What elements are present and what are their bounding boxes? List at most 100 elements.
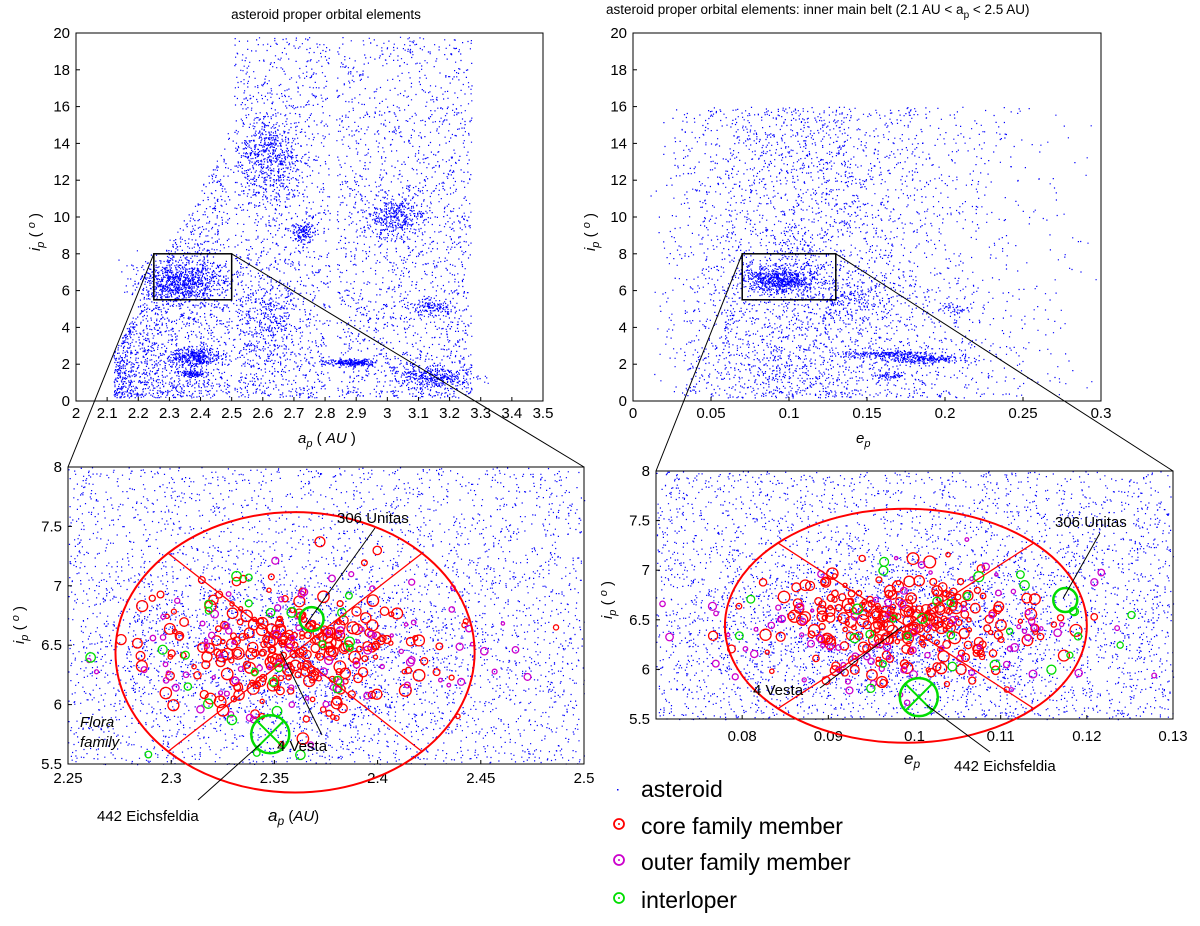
core-member-marker — [968, 676, 977, 685]
asteroid-points — [650, 106, 1097, 399]
x-tick-label: 2.1 — [97, 405, 118, 422]
core-member-marker — [872, 620, 883, 630]
core-member-marker — [316, 652, 325, 661]
y-tick-label: 5.5 — [41, 756, 62, 773]
core-member-marker — [946, 608, 953, 615]
core-member-marker — [366, 619, 379, 632]
interloper-marker — [346, 643, 354, 652]
outer-member-marker — [245, 713, 254, 722]
flora-family-label: Flora — [80, 714, 114, 731]
core-member-marker — [906, 608, 915, 617]
outer-member-marker — [231, 676, 240, 685]
panel-a-vs-i: asteroid proper orbital elements 2 2.1 2.2… — [26, 7, 553, 450]
interloper-marker — [865, 629, 875, 639]
core-member-marker — [333, 629, 346, 642]
family-markers — [85, 536, 560, 761]
x-tick-label: 0.3 — [1091, 405, 1112, 422]
core-member-marker — [213, 648, 222, 657]
core-member-marker — [266, 587, 272, 593]
outer-member-marker — [324, 655, 334, 666]
outer-member-marker — [872, 596, 879, 603]
core-member-marker — [135, 650, 146, 661]
core-member-marker — [1017, 618, 1024, 624]
unitas-label: 306 Unitas — [337, 510, 409, 527]
core-member-marker — [895, 580, 902, 586]
outer-member-marker — [909, 646, 917, 654]
outer-member-marker — [446, 682, 452, 688]
core-member-marker — [353, 673, 364, 684]
core-member-marker — [351, 606, 362, 617]
core-member-marker — [879, 678, 888, 687]
y-tick-label: 10 — [610, 209, 627, 226]
core-member-marker — [895, 596, 904, 606]
core-member-marker — [420, 656, 429, 666]
core-member-marker — [208, 594, 219, 606]
core-member-marker — [913, 575, 925, 587]
outer-member-marker — [810, 608, 815, 613]
core-member-marker — [907, 595, 914, 602]
core-member-marker — [269, 678, 280, 689]
interloper-marker — [344, 591, 353, 600]
outer-member-marker — [845, 686, 854, 695]
core-member-marker — [310, 643, 321, 654]
outer-member-marker — [961, 606, 968, 613]
core-member-marker — [796, 613, 809, 626]
core-member-marker — [348, 650, 362, 664]
x-tick-label: 2.3 — [161, 770, 182, 787]
core-member-marker — [246, 641, 259, 654]
outer-member-marker — [1053, 628, 1062, 638]
core-member-marker — [894, 613, 902, 621]
outer-member-marker — [160, 613, 167, 620]
interloper-marker — [849, 633, 860, 644]
x-tick-label: 2.7 — [284, 405, 305, 422]
annotations: 306 Unitas 4 Vesta 442 Eichsfeldia — [753, 514, 1127, 775]
outer-member-marker — [159, 634, 167, 641]
core-member-marker — [1090, 612, 1099, 621]
y-tick-label: 8 — [619, 246, 627, 263]
x-tick-label: 2.5 — [574, 770, 595, 787]
vesta-label: 4 Vesta — [753, 682, 804, 699]
core-member-marker — [462, 618, 469, 625]
outer-member-marker — [207, 631, 216, 640]
core-member-marker — [372, 654, 379, 660]
asteroid-scatter — [650, 106, 1097, 399]
core-member-marker — [807, 630, 816, 639]
panel-e-title: asteroid proper orbital elements: inner … — [606, 2, 1030, 21]
core-member-marker — [882, 620, 895, 633]
core-member-marker — [932, 662, 942, 672]
core-member-marker — [216, 703, 230, 717]
core-member-marker — [768, 668, 775, 675]
core-member-marker — [969, 602, 981, 614]
family-ellipse — [723, 507, 1088, 744]
core-member-marker — [136, 599, 149, 613]
outer-member-marker — [278, 596, 285, 603]
core-member-marker — [988, 649, 998, 658]
core-member-marker — [923, 555, 937, 569]
outer-member-marker — [322, 700, 330, 708]
core-member-marker — [933, 639, 940, 646]
outer-member-marker — [274, 604, 282, 612]
y-tick-label: 20 — [53, 25, 70, 42]
outer-member-marker — [909, 628, 919, 637]
core-member-marker — [1069, 623, 1083, 638]
outer-member-marker — [882, 642, 892, 652]
core-member-marker — [840, 668, 849, 677]
outer-member-marker — [284, 643, 294, 652]
outer-member-marker — [363, 691, 372, 700]
core-member-marker — [901, 663, 908, 670]
y-tick-label: 4 — [619, 319, 627, 336]
interloper-marker — [250, 667, 259, 676]
core-member-marker — [306, 665, 316, 675]
x-tick-label: 2.25 — [53, 770, 82, 787]
core-member-marker — [276, 616, 282, 622]
interloper-marker — [1066, 651, 1074, 659]
outer-member-marker — [899, 586, 908, 595]
outer-member-marker — [731, 673, 739, 681]
outer-member-marker — [448, 606, 456, 613]
outer-member-marker — [325, 629, 332, 636]
outer-member-marker — [981, 562, 991, 571]
outer-member-marker — [363, 645, 373, 655]
x-tick-label: 2.45 — [466, 770, 495, 787]
outer-member-marker — [1002, 660, 1011, 669]
core-member-marker — [211, 635, 222, 647]
